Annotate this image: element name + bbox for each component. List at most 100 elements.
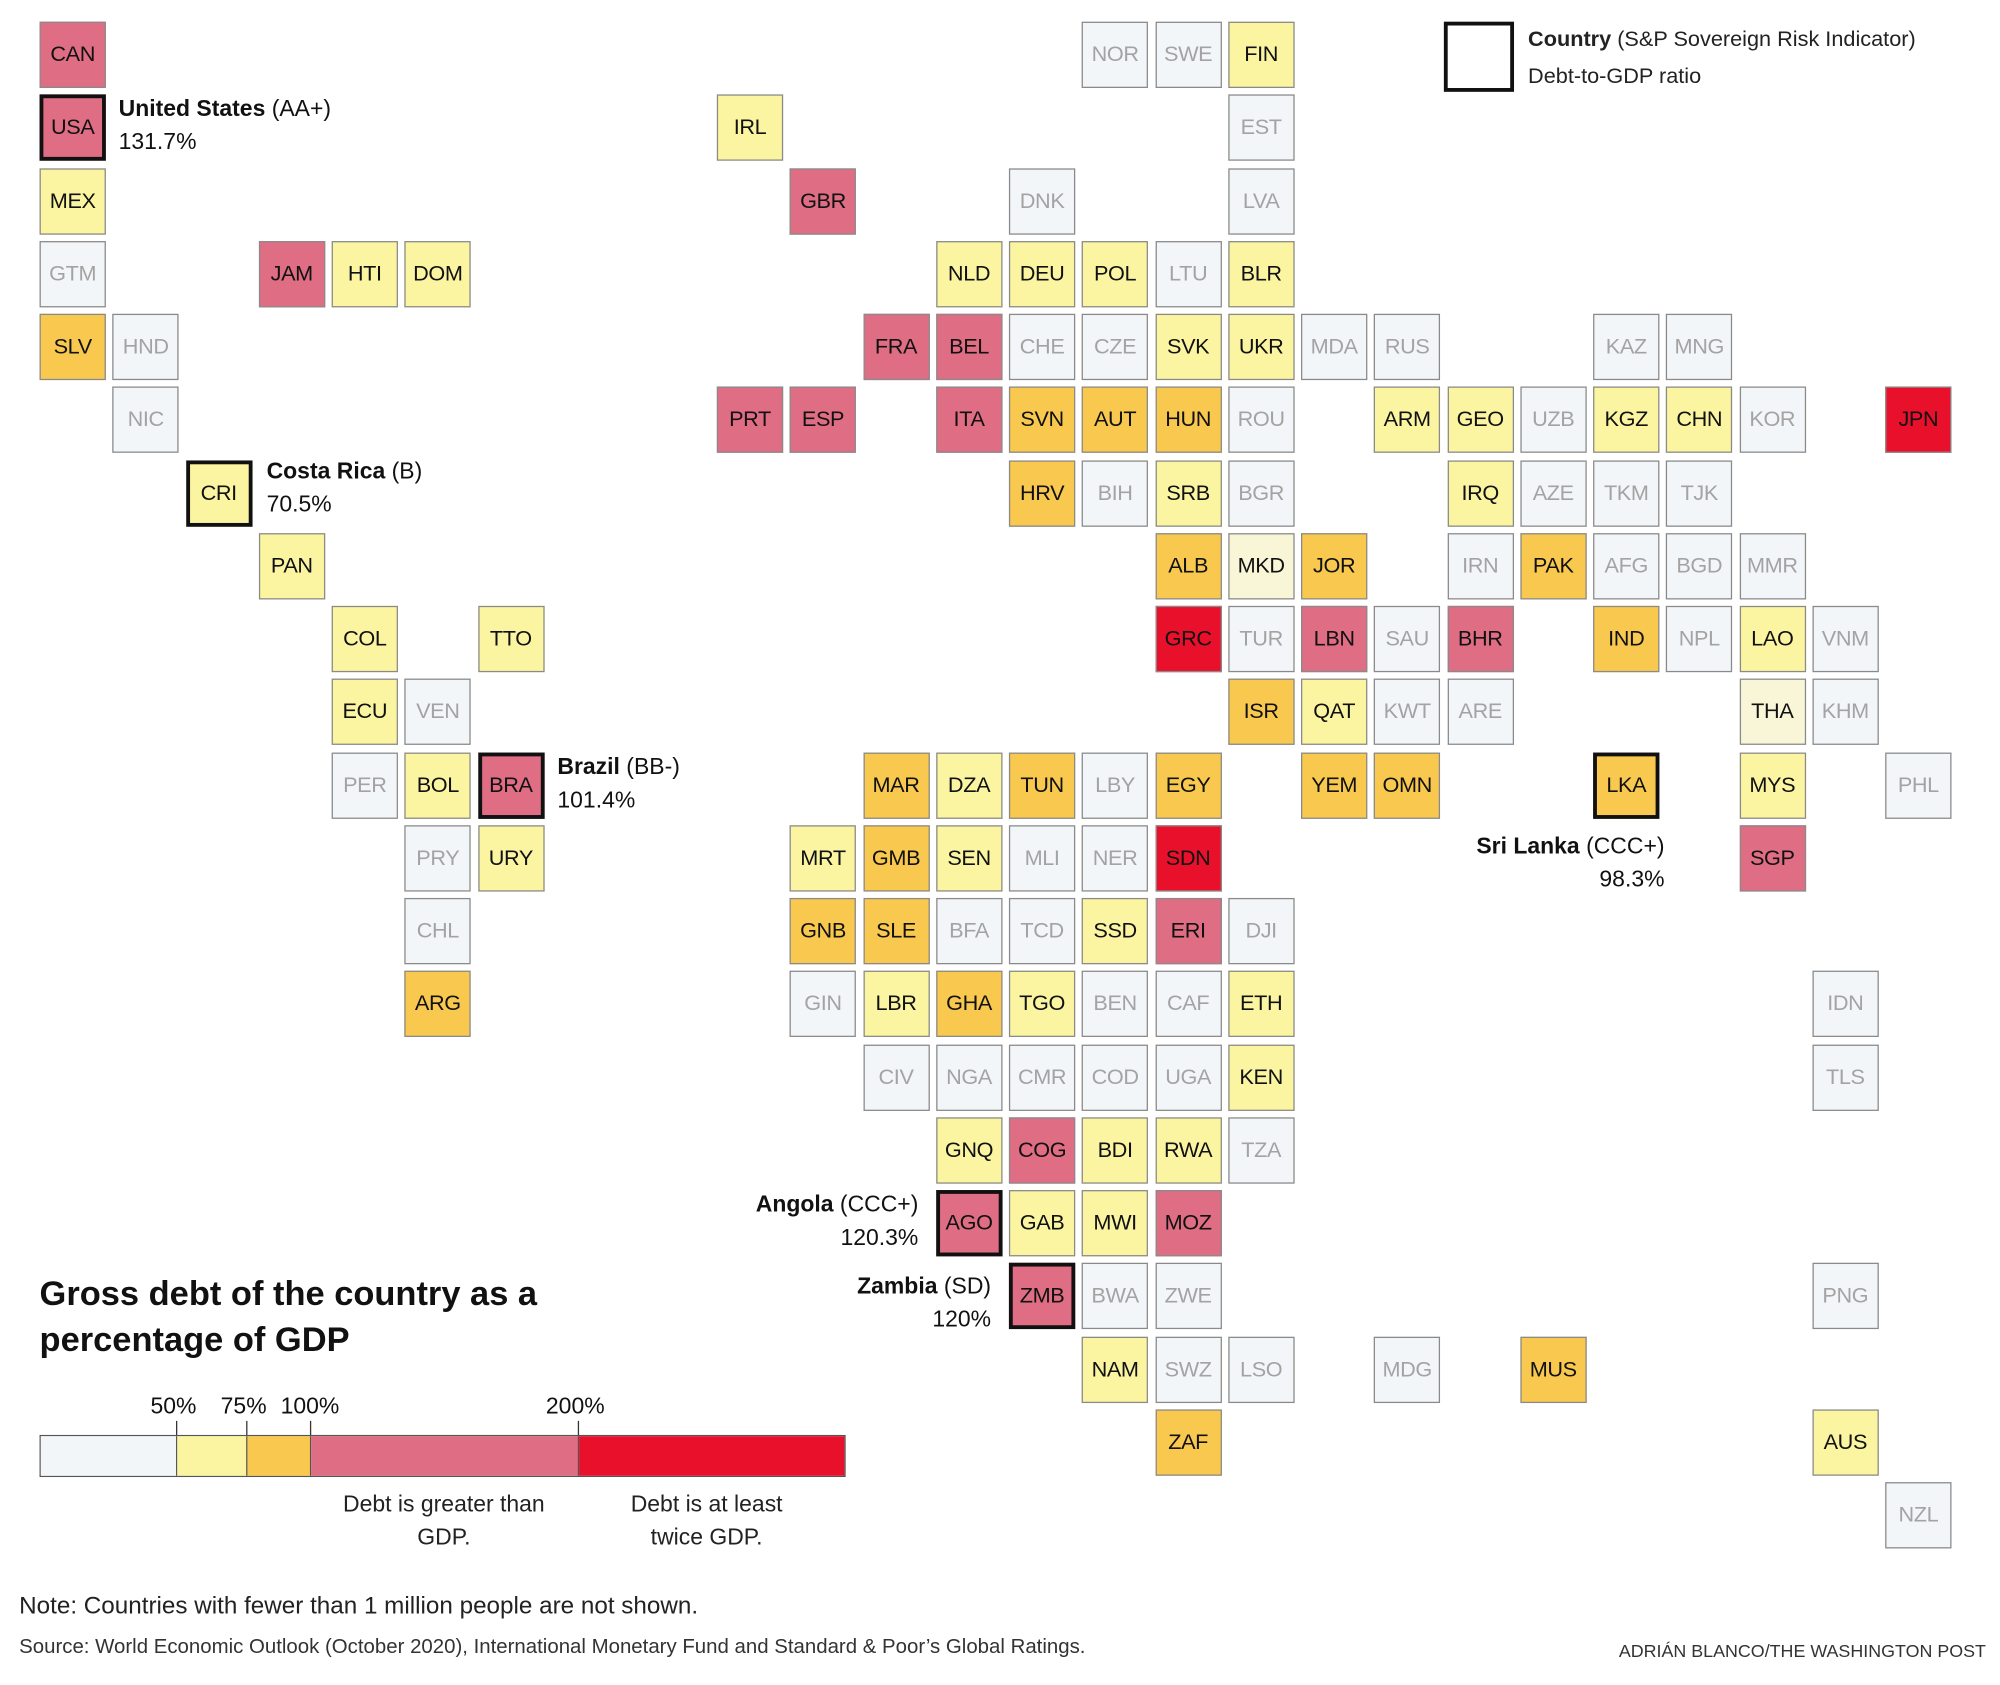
country-tile-lva: LVA <box>1227 167 1295 235</box>
legend-bin-over-200 <box>579 1436 845 1476</box>
country-tile-are: ARE <box>1447 678 1514 746</box>
country-tile-khm: KHM <box>1812 678 1879 746</box>
country-tile-rwa: RWA <box>1154 1117 1222 1184</box>
country-tile-tza: TZA <box>1227 1117 1295 1184</box>
country-tile-deu: DEU <box>1008 240 1076 308</box>
country-tile-lka: LKA <box>1593 751 1660 819</box>
country-tile-cze: CZE <box>1081 313 1149 381</box>
country-tile-dom: DOM <box>404 240 471 308</box>
country-tile-pan: PAN <box>258 532 325 600</box>
country-tile-jam: JAM <box>258 240 325 308</box>
country-tile-usa: USA <box>39 94 106 162</box>
country-tile-isr: ISR <box>1227 678 1295 746</box>
country-tile-lby: LBY <box>1081 751 1149 819</box>
country-tile-sau: SAU <box>1374 605 1441 673</box>
country-tile-swz: SWZ <box>1154 1336 1222 1403</box>
country-tile-nga: NGA <box>935 1043 1003 1111</box>
country-tile-tgo: TGO <box>1008 970 1076 1038</box>
country-tile-svn: SVN <box>1008 386 1076 454</box>
annotation-ratio: 101.4% <box>557 786 636 813</box>
country-tile-uzb: UZB <box>1520 386 1587 454</box>
country-tile-gab: GAB <box>1008 1190 1076 1257</box>
country-tile-tha: THA <box>1739 678 1806 746</box>
country-tile-tls: TLS <box>1812 1043 1879 1111</box>
country-tile-npl: NPL <box>1666 605 1733 673</box>
legend-note-twice: Debt is at least twice GDP. <box>630 1491 783 1550</box>
country-tile-est: EST <box>1227 94 1295 162</box>
country-tile-mwi: MWI <box>1081 1190 1149 1257</box>
country-tile-sle: SLE <box>862 897 930 965</box>
country-tile-chn: CHN <box>1666 386 1733 454</box>
country-tile-uga: UGA <box>1154 1043 1222 1111</box>
country-tile-chl: CHL <box>404 897 471 965</box>
country-tile-rou: ROU <box>1227 386 1295 454</box>
country-tile-gbr: GBR <box>789 167 857 235</box>
country-tile-qat: QAT <box>1301 678 1368 746</box>
key-legend: Country (S&P Sovereign Risk Indicator) D… <box>1528 20 1916 94</box>
country-tile-fin: FIN <box>1227 21 1295 89</box>
annotation-rating: (BB-) <box>619 753 680 780</box>
country-tile-cmr: CMR <box>1008 1043 1076 1111</box>
country-tile-bhr: BHR <box>1447 605 1514 673</box>
country-tile-kaz: KAZ <box>1593 313 1660 381</box>
country-tile-che: CHE <box>1008 313 1076 381</box>
country-tile-gin: GIN <box>789 970 857 1038</box>
annotation-ratio: 120.3% <box>840 1224 919 1250</box>
country-tile-mrt: MRT <box>789 824 857 892</box>
country-tile-cri: CRI <box>185 459 252 527</box>
country-tile-lso: LSO <box>1227 1336 1295 1403</box>
country-tile-srb: SRB <box>1154 459 1222 527</box>
country-tile-kwt: KWT <box>1374 678 1441 746</box>
country-tile-nzl: NZL <box>1885 1482 1952 1549</box>
country-tile-ind: IND <box>1593 605 1660 673</box>
legend-bin-75-100 <box>247 1436 312 1476</box>
country-tile-hnd: HND <box>112 313 179 381</box>
country-tile-yem: YEM <box>1301 751 1368 819</box>
country-tile-eth: ETH <box>1227 970 1295 1038</box>
country-tile-afg: AFG <box>1593 532 1660 600</box>
key-highlight-box <box>1443 21 1515 92</box>
country-tile-jor: JOR <box>1301 532 1368 600</box>
country-tile-nam: NAM <box>1081 1336 1149 1403</box>
legend-bin-under-50 <box>40 1436 178 1476</box>
country-tile-swe: SWE <box>1154 21 1222 89</box>
country-tile-tur: TUR <box>1227 605 1295 673</box>
country-tile-arm: ARM <box>1374 386 1441 454</box>
country-tile-sgp: SGP <box>1739 824 1806 892</box>
country-tile-lao: LAO <box>1739 605 1806 673</box>
country-tile-rus: RUS <box>1374 313 1441 381</box>
country-tile-zwe: ZWE <box>1154 1263 1222 1330</box>
legend-color-bar <box>39 1434 846 1478</box>
country-tile-lbn: LBN <box>1301 605 1368 673</box>
country-tile-alb: ALB <box>1154 532 1222 600</box>
annotation-country-name: United States <box>118 95 266 122</box>
country-tile-can: CAN <box>39 21 106 89</box>
annotation-ratio: 120% <box>932 1306 992 1332</box>
country-tile-eri: ERI <box>1154 897 1222 965</box>
country-tile-dnk: DNK <box>1008 167 1076 235</box>
key-country-label: Country <box>1528 26 1612 52</box>
country-tile-hti: HTI <box>331 240 398 308</box>
country-tile-tto: TTO <box>477 605 545 673</box>
country-tile-png: PNG <box>1812 1263 1879 1330</box>
tick-200: 200% <box>545 1392 605 1419</box>
legend-note-greater: Debt is greater than GDP. <box>343 1491 545 1550</box>
annotation-zmb: Zambia (SD) 120% <box>608 1269 991 1335</box>
country-tile-omn: OMN <box>1374 751 1441 819</box>
country-tile-ben: BEN <box>1081 970 1149 1038</box>
country-tile-ukr: UKR <box>1227 313 1295 381</box>
country-tile-ssd: SSD <box>1081 897 1149 965</box>
country-tile-bdi: BDI <box>1081 1117 1149 1184</box>
country-tile-bih: BIH <box>1081 459 1149 527</box>
country-tile-ecu: ECU <box>331 678 398 746</box>
country-tile-ita: ITA <box>935 386 1003 454</box>
country-tile-esp: ESP <box>789 386 857 454</box>
country-tile-per: PER <box>331 751 398 819</box>
country-tile-bgd: BGD <box>1666 532 1733 600</box>
country-tile-gha: GHA <box>935 970 1003 1038</box>
country-tile-grc: GRC <box>1154 605 1222 673</box>
country-tile-dza: DZA <box>935 751 1003 819</box>
footnote: Note: Countries with fewer than 1 millio… <box>19 1593 699 1620</box>
source-line: Source: World Economic Outlook (October … <box>19 1636 1086 1659</box>
